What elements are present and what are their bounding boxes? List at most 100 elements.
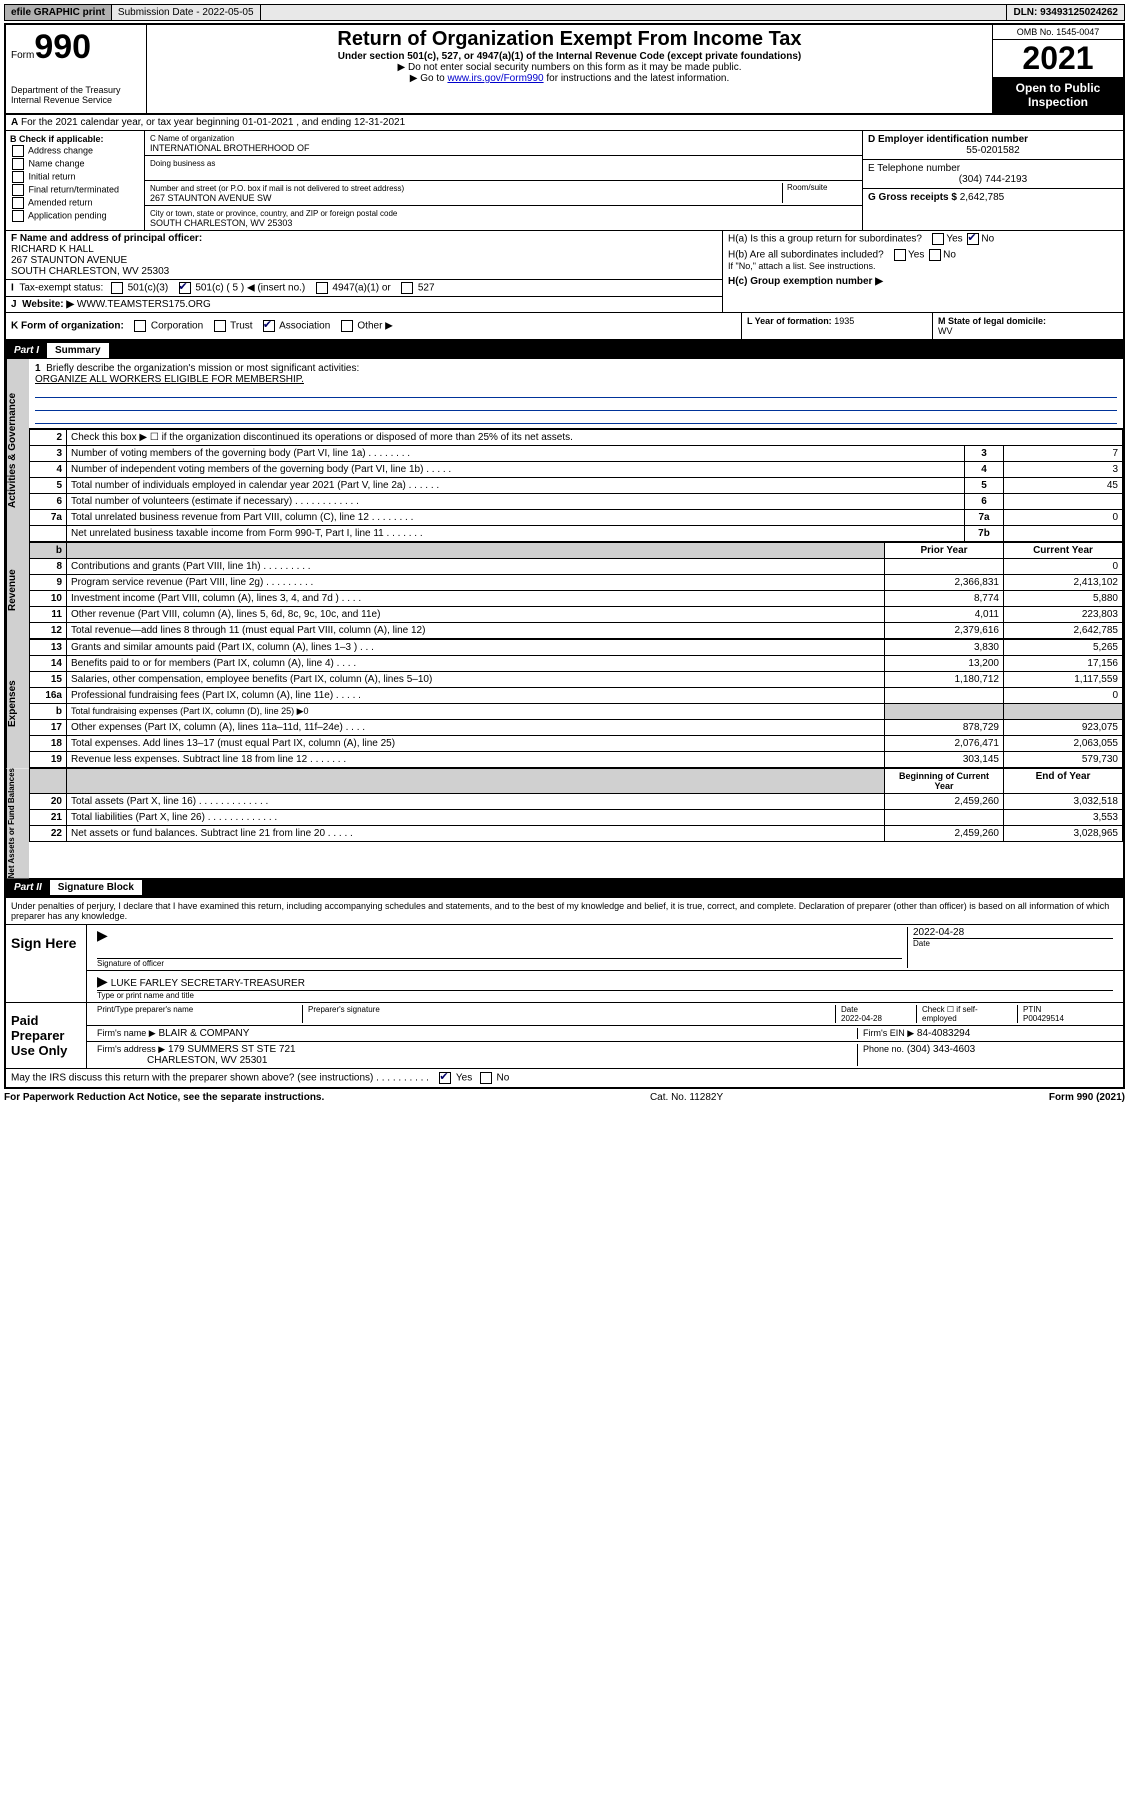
row-i-tax-status: I Tax-exempt status: 501(c)(3) 501(c) ( … [6,280,722,297]
ssn-warning: ▶ Do not enter social security numbers o… [153,62,986,73]
q15: Salaries, other compensation, employee b… [67,672,885,688]
q2-discontinued: Check this box ▶ ☐ if the organization d… [67,430,1123,446]
form-number: 990 [34,28,91,66]
q13: Grants and similar amounts paid (Part IX… [67,640,885,656]
phone-value: (304) 744-2193 [868,174,1118,185]
q6-val [1004,494,1123,510]
omb-number: OMB No. 1545-0047 [993,25,1123,40]
side-gov: Activities & Governance [6,359,29,542]
q19: Revenue less expenses. Subtract line 18 … [67,752,885,768]
self-employed-check[interactable]: Check ☐ if self-employed [917,1005,1018,1023]
q12: Total revenue—add lines 8 through 11 (mu… [67,623,885,639]
dba-label: Doing business as [150,159,215,168]
gross-receipts-label: G Gross receipts $ [868,192,957,203]
line-a-tax-year: A For the 2021 calendar year, or tax yea… [6,115,1123,130]
q7a-val: 0 [1004,510,1123,526]
tax-year: 2021 [993,40,1123,77]
form-subtitle: Under section 501(c), 527, or 4947(a)(1)… [153,51,986,62]
form-title: Return of Organization Exempt From Incom… [153,28,986,51]
end-year-header: End of Year [1004,769,1123,794]
q6: Total number of volunteers (estimate if … [67,494,965,510]
q17: Other expenses (Part IX, column (A), lin… [67,720,885,736]
room-suite-label: Room/suite [782,183,857,203]
ptin-value: P00429514 [1023,1014,1064,1023]
current-year-header: Current Year [1004,543,1123,559]
q1-mission: 1 Briefly describe the organization's mi… [29,359,1123,429]
q5: Total number of individuals employed in … [67,478,965,494]
q16a: Professional fundraising fees (Part IX, … [67,688,885,704]
form-header: Form990 Department of the Treasury Inter… [6,25,1123,115]
street-address: 267 STAUNTON AVENUE SW [150,193,272,203]
q3: Number of voting members of the governin… [67,446,965,462]
irs-link-line: ▶ Go to www.irs.gov/Form990 for instruct… [153,73,986,84]
row-ha: H(a) Is this a group return for subordin… [723,231,1123,247]
begin-year-header: Beginning of Current Year [885,769,1004,794]
q18: Total expenses. Add lines 13–17 (must eq… [67,736,885,752]
row-j-website: J Website: ▶ WWW.TEAMSTERS175.ORG [6,297,722,312]
cat-no: Cat. No. 11282Y [650,1092,723,1103]
q3-val: 7 [1004,446,1123,462]
check-application-pending[interactable]: Application pending [10,210,140,222]
sig-officer-label: Signature of officer [97,958,902,968]
street-label: Number and street (or P.O. box if mail i… [150,184,404,193]
q8: Contributions and grants (Part VIII, lin… [67,559,885,575]
row-f-officer: F Name and address of principal officer:… [6,231,722,280]
q21: Total liabilities (Part X, line 26) . . … [67,810,885,826]
firm-addr2: CHARLESTON, WV 25301 [147,1055,267,1066]
prior-year-header: Prior Year [885,543,1004,559]
side-exp: Expenses [6,639,29,768]
ein-label: D Employer identification number [868,134,1028,145]
q4-val: 3 [1004,462,1123,478]
check-initial-return[interactable]: Initial return [10,171,140,183]
firm-ein: 84-4083294 [917,1028,970,1039]
q16b: Total fundraising expenses (Part IX, col… [67,704,885,720]
part2-bar: Part II Signature Block [6,878,1123,896]
check-name-change[interactable]: Name change [10,158,140,170]
discuss-row: May the IRS discuss this return with the… [6,1068,1123,1087]
q5-val: 45 [1004,478,1123,494]
dln: DLN: 93493125024262 [1007,5,1124,20]
date-label: Date [913,938,1113,948]
phone-label: E Telephone number [868,163,960,174]
irs-form990-link[interactable]: www.irs.gov/Form990 [447,73,543,84]
officer-name: LUKE FARLEY SECRETARY-TREASURER [111,978,305,989]
q14: Benefits paid to or for members (Part IX… [67,656,885,672]
form-990-footer: Form 990 (2021) [1049,1092,1125,1103]
part1-bar: Part I Summary [6,341,1123,359]
q20: Total assets (Part X, line 16) . . . . .… [67,794,885,810]
q22: Net assets or fund balances. Subtract li… [67,826,885,842]
q11: Other revenue (Part VIII, column (A), li… [67,607,885,623]
prep-name-label: Print/Type preparer's name [92,1005,303,1023]
check-final-return[interactable]: Final return/terminated [10,184,140,196]
city-label: City or town, state or province, country… [150,209,397,218]
paperwork-notice: For Paperwork Reduction Act Notice, see … [4,1092,324,1103]
row-hb: H(b) Are all subordinates included? Yes … [723,247,1123,274]
firm-addr1: 179 SUMMERS ST STE 721 [168,1044,296,1055]
dept-treasury: Department of the Treasury Internal Reve… [11,85,141,105]
open-inspection: Open to Public Inspection [993,77,1123,113]
q9: Program service revenue (Part VIII, line… [67,575,885,591]
q10: Investment income (Part VIII, column (A)… [67,591,885,607]
form-990: Form990 Department of the Treasury Inter… [4,23,1125,1089]
sig-date: 2022-04-28 [913,927,964,938]
city-state-zip: SOUTH CHARLESTON, WV 25303 [150,218,292,228]
q7a: Total unrelated business revenue from Pa… [67,510,965,526]
efile-print-button[interactable]: efile GRAPHIC print [5,5,112,20]
prep-date: 2022-04-28 [841,1014,882,1023]
gross-receipts-value: 2,642,785 [960,192,1005,203]
sign-here-label: Sign Here [6,925,86,1002]
side-net: Net Assets or Fund Balances [6,768,29,878]
col-b-checkboxes: B Check if applicable: Address change Na… [6,131,145,230]
row-l-formation: L Year of formation: 1935 [741,313,932,339]
ein-value: 55-0201582 [868,145,1118,156]
row-m-domicile: M State of legal domicile:WV [932,313,1123,339]
org-name: INTERNATIONAL BROTHERHOOD OF [150,143,310,153]
check-amended-return[interactable]: Amended return [10,197,140,209]
check-address-change[interactable]: Address change [10,145,140,157]
row-hc: H(c) Group exemption number ▶ [723,274,1123,289]
row-k-form-org: K Form of organization: Corporation Trus… [6,313,741,339]
perjury-declaration: Under penalties of perjury, I declare th… [6,898,1123,924]
side-rev: Revenue [6,542,29,639]
topbar: efile GRAPHIC print Submission Date - 20… [4,4,1125,21]
firm-name: BLAIR & COMPANY [158,1028,249,1039]
